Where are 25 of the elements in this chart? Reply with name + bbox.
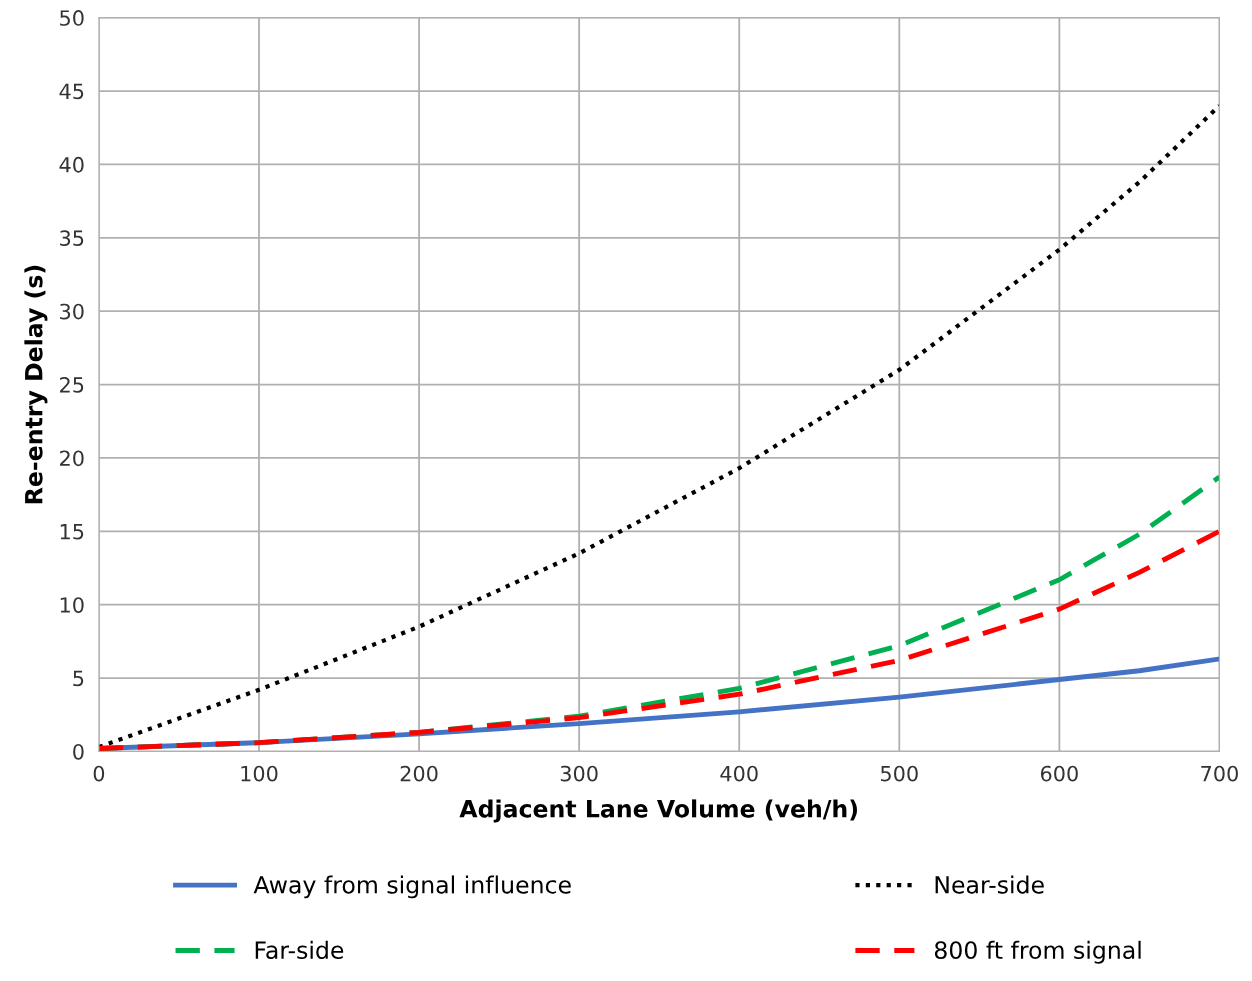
x-tick-label: 600	[1040, 765, 1078, 782]
y-tick-label: 10	[60, 597, 84, 613]
legend-label: Far-side	[255, 940, 344, 960]
y-tick-label: 30	[60, 303, 84, 320]
x-tick-label: 300	[560, 765, 598, 782]
x-axis-title: Adjacent Lane Volume (veh/h)	[459, 799, 857, 823]
y-tick-label: 5	[73, 670, 84, 687]
x-tick-label: 400	[720, 765, 758, 782]
x-tick-label: 700	[1201, 765, 1238, 782]
y-tick-label: 15	[60, 524, 84, 540]
y-tick-label: 45	[59, 83, 84, 100]
y-tick-label: 0	[73, 743, 84, 760]
y-tick-label: 35	[60, 230, 84, 247]
x-tick-label: 500	[881, 765, 918, 782]
legend-label: Near-side	[935, 875, 1044, 894]
legend-label: 800 ft from signal	[934, 940, 1141, 964]
legend-label: Away from signal influence	[253, 875, 571, 899]
x-tick-label: 0	[93, 765, 105, 782]
x-tick-label: 100	[241, 765, 278, 782]
y-tick-label: 25	[60, 377, 84, 393]
y-axis-title: Re-entry Delay (s)	[24, 265, 48, 504]
y-tick-label: 20	[60, 450, 84, 467]
y-tick-label: 50	[60, 10, 84, 26]
y-tick-label: 40	[59, 156, 84, 173]
x-tick-label: 200	[400, 765, 438, 782]
